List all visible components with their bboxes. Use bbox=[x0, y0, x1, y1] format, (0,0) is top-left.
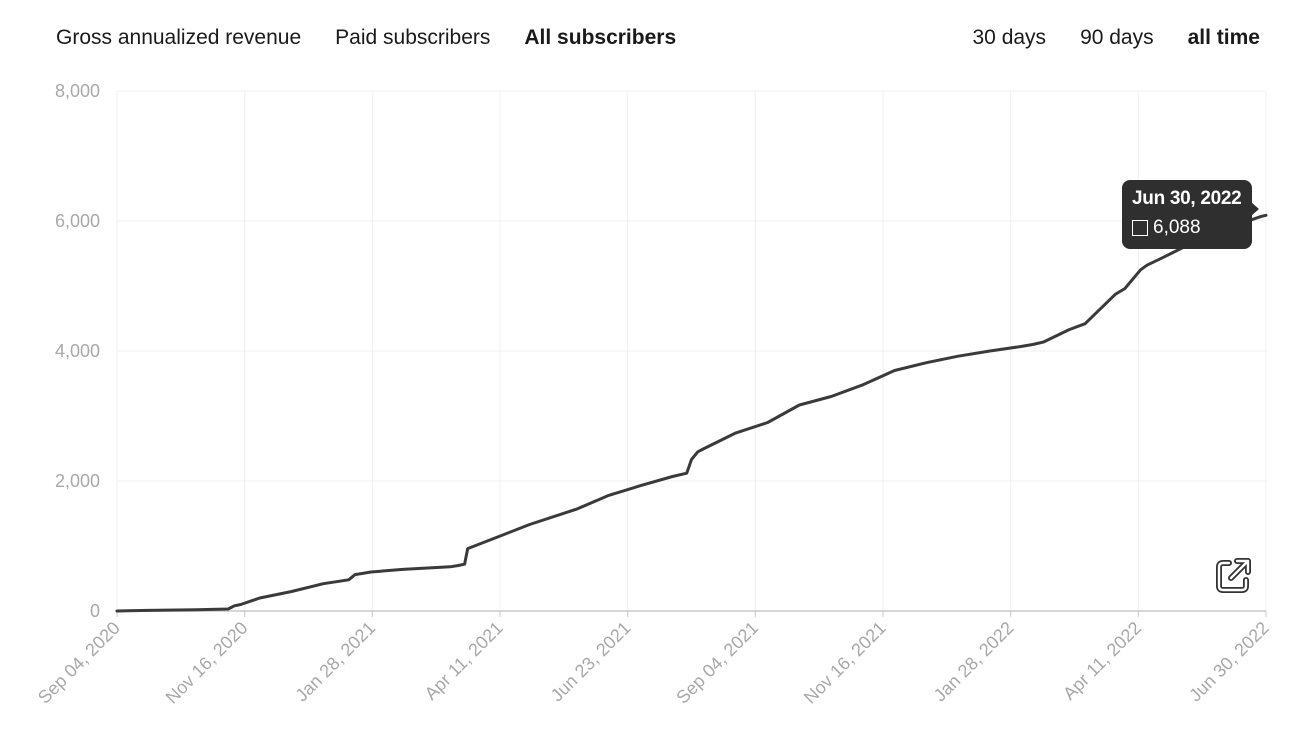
x-tick-label: Jan 28, 2021 bbox=[291, 618, 379, 706]
tooltip-value: 6,088 bbox=[1153, 217, 1201, 238]
x-tick-label: Nov 16, 2020 bbox=[162, 618, 252, 708]
tab-gross-annualized-revenue[interactable]: Gross annualized revenue bbox=[56, 26, 302, 49]
tab-30-days[interactable]: 30 days bbox=[972, 26, 1047, 49]
range-tabs: 30 days 90 days all time bbox=[973, 24, 1261, 52]
chart-tooltip: Jun 30, 2022 6,088 bbox=[1122, 180, 1259, 249]
grid-lines bbox=[116, 90, 1267, 617]
y-tick-label: 6,000 bbox=[55, 211, 100, 231]
x-tick-label: Jun 23, 2021 bbox=[547, 618, 635, 706]
x-tick-label: Sep 04, 2021 bbox=[672, 618, 762, 708]
x-tick-label: Apr 11, 2021 bbox=[421, 618, 507, 704]
tab-all-subscribers[interactable]: All subscribers bbox=[524, 26, 677, 49]
tab-paid-subscribers[interactable]: Paid subscribers bbox=[335, 26, 491, 49]
y-tick-label: 4,000 bbox=[55, 341, 100, 361]
y-tick-label: 2,000 bbox=[55, 471, 100, 491]
metric-tabs: Gross annualized revenue Paid subscriber… bbox=[56, 24, 676, 52]
x-tick-label: Nov 16, 2021 bbox=[800, 618, 890, 708]
x-tick-label: Jun 30, 2022 bbox=[1185, 618, 1273, 706]
x-tick-label: Apr 11, 2022 bbox=[1059, 618, 1145, 704]
x-axis-ticks: Sep 04, 2020 Nov 16, 2020 Jan 28, 2021 Apr … bbox=[34, 618, 1273, 708]
tooltip-value-row: 6,088 bbox=[1132, 215, 1242, 241]
tooltip-swatch bbox=[1132, 220, 1148, 236]
external-link-icon bbox=[1216, 558, 1251, 593]
tab-all-time[interactable]: all time bbox=[1187, 26, 1260, 49]
tooltip-date: Jun 30, 2022 bbox=[1132, 188, 1242, 209]
y-tick-label: 0 bbox=[90, 601, 100, 621]
y-tick-label: 8,000 bbox=[55, 81, 100, 101]
open-external-button[interactable] bbox=[1214, 555, 1254, 595]
tab-90-days[interactable]: 90 days bbox=[1080, 26, 1154, 49]
series-line-all-subscribers bbox=[115, 213, 1268, 613]
x-tick-label: Sep 04, 2020 bbox=[34, 618, 124, 708]
y-axis-ticks: 0 2,000 4,000 6,000 8,000 bbox=[55, 81, 100, 621]
x-tick-label: Jan 28, 2022 bbox=[930, 618, 1018, 706]
